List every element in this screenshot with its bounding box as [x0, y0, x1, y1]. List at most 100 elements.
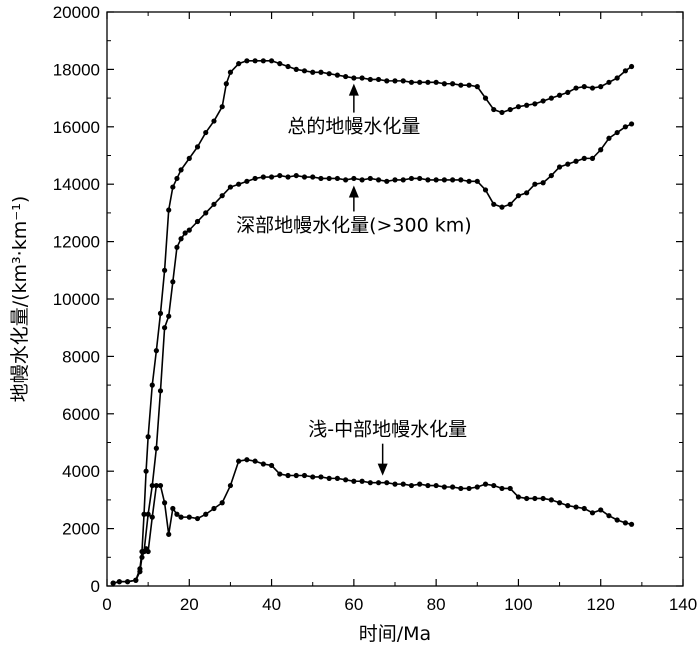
- plot-frame: [106, 11, 684, 587]
- data-point: [326, 175, 332, 182]
- data-point: [277, 61, 283, 67]
- data-point: [606, 79, 612, 85]
- data-point: [425, 482, 431, 489]
- x-tick-label: 120: [587, 595, 615, 614]
- data-point: [425, 79, 431, 85]
- data-point: [343, 177, 349, 183]
- data-point: [157, 388, 164, 394]
- data-point: [110, 580, 116, 586]
- annotation-label: 浅-中部地幔水化量: [308, 419, 467, 441]
- x-tick-label: 60: [344, 595, 363, 614]
- data-point: [474, 484, 480, 490]
- data-point: [182, 230, 188, 236]
- data-point: [400, 78, 406, 84]
- data-point: [166, 207, 172, 213]
- data-point: [450, 81, 456, 87]
- data-point: [310, 174, 316, 180]
- data-point: [441, 177, 447, 183]
- data-point: [186, 227, 192, 233]
- data-point: [252, 458, 258, 464]
- data-point: [474, 84, 480, 90]
- data-point: [326, 475, 332, 481]
- data-point: [174, 175, 180, 182]
- data-point: [450, 177, 456, 183]
- data-point: [598, 507, 604, 513]
- data-point: [252, 175, 258, 182]
- data-point: [466, 485, 472, 492]
- data-point: [532, 101, 538, 107]
- data-point: [139, 554, 145, 560]
- data-point: [606, 513, 612, 519]
- data-point: [137, 569, 143, 575]
- data-point: [203, 129, 209, 136]
- data-point: [540, 495, 546, 502]
- y-tick-label: 20000: [53, 3, 100, 22]
- data-point: [598, 147, 604, 153]
- data-point: [186, 155, 192, 161]
- data-point: [277, 471, 283, 477]
- data-point: [153, 445, 159, 451]
- data-point: [203, 210, 209, 216]
- data-point: [458, 177, 464, 183]
- data-point: [392, 481, 398, 487]
- data-point: [614, 129, 620, 136]
- data-point: [417, 175, 423, 182]
- y-tick-label: 10000: [53, 290, 100, 309]
- data-point: [318, 69, 324, 75]
- data-point: [194, 218, 201, 225]
- data-point: [556, 92, 563, 98]
- data-point: [565, 161, 571, 167]
- data-point: [116, 579, 122, 585]
- data-point: [334, 175, 340, 182]
- data-point: [581, 84, 587, 90]
- data-point: [145, 511, 151, 517]
- data-point: [614, 75, 620, 81]
- y-tick-label: 0: [91, 577, 100, 596]
- data-point: [343, 477, 349, 483]
- data-point: [260, 58, 266, 64]
- data-point: [425, 177, 431, 183]
- data-point: [227, 69, 234, 75]
- data-point: [326, 71, 332, 77]
- data-point: [375, 76, 382, 83]
- data-point: [170, 184, 176, 190]
- data-point: [540, 98, 546, 104]
- series-line-shallow: [112, 458, 632, 584]
- data-point: [392, 78, 398, 84]
- data-point: [244, 178, 250, 184]
- plot-border: [106, 11, 684, 587]
- data-point: [622, 68, 629, 74]
- data-point: [310, 474, 316, 480]
- data-point: [244, 457, 250, 463]
- data-point: [433, 482, 439, 489]
- data-point: [149, 382, 155, 388]
- data-point: [334, 475, 340, 481]
- data-point: [556, 500, 563, 506]
- data-point: [162, 500, 168, 506]
- data-point: [515, 494, 522, 500]
- series-line-total: [112, 59, 633, 584]
- data-point: [466, 178, 472, 184]
- data-point: [540, 180, 546, 186]
- data-point: [507, 485, 513, 492]
- data-point: [589, 85, 596, 91]
- data-point: [628, 63, 635, 70]
- data-point: [524, 102, 530, 108]
- data-point: [408, 79, 415, 85]
- data-point: [482, 481, 489, 487]
- data-point: [293, 472, 299, 479]
- data-point: [367, 175, 373, 182]
- x-axis-title: 时间/Ma: [359, 623, 431, 645]
- y-tick-label: 12000: [53, 233, 100, 252]
- data-point: [236, 181, 242, 187]
- series-shallow: [110, 457, 635, 586]
- data-point: [491, 201, 497, 207]
- data-point: [589, 155, 596, 161]
- y-tick-label: 6000: [62, 405, 100, 424]
- data-point: [408, 175, 415, 182]
- data-point: [178, 236, 184, 242]
- data-point: [351, 175, 357, 182]
- data-point: [392, 177, 398, 183]
- annotation-total: 总的地幔水化量: [287, 83, 420, 138]
- data-point: [573, 158, 579, 164]
